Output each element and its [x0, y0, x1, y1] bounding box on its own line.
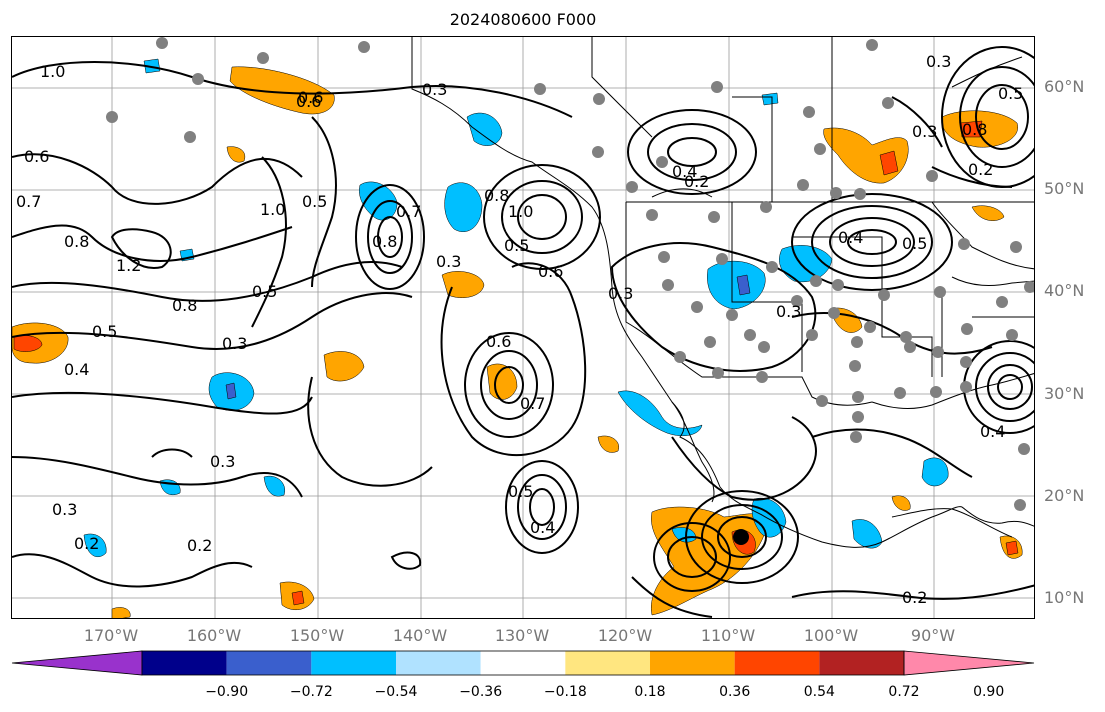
contour-label: 0.3: [926, 52, 951, 71]
shaded-regions: [12, 58, 1023, 618]
colorbar-tick-label: −0.36: [459, 684, 503, 700]
colorbar-segment: [311, 651, 396, 675]
contour-label: 0.3: [210, 452, 235, 471]
contour-label: 0.5: [998, 84, 1023, 103]
colorbar-segment: [819, 651, 904, 675]
contour-label: 0.2: [74, 534, 99, 553]
contour-label: 0.3: [776, 302, 801, 321]
contour-label: 0.5: [302, 192, 327, 211]
contour-label: 0.6: [298, 88, 323, 107]
contour-lines: [12, 46, 1034, 618]
contour-label: 0.2: [684, 172, 709, 191]
contour-label: 1.0: [508, 202, 533, 221]
map-panel: 1.0 0.6 0.7 0.8 1.2 0.8 0.5 0.4 0.3 0.5 …: [11, 36, 1035, 619]
contour-label: 0.8: [64, 232, 89, 251]
contour-label: 0.6: [24, 147, 49, 166]
contour-label: 0.5: [252, 282, 277, 301]
contour-value-labels: 1.0 0.6 0.7 0.8 1.2 0.8 0.5 0.4 0.3 0.5 …: [16, 52, 1023, 607]
contour-label: 0.8: [484, 186, 509, 205]
contour-label: 0.3: [222, 334, 247, 353]
colorbar-outline: [141, 650, 905, 676]
colorbar-segment: [142, 651, 227, 675]
contour-label: 0.4: [64, 360, 89, 379]
lat-label-60n: 60°N: [1044, 77, 1085, 96]
lat-label-10n: 10°N: [1044, 588, 1085, 607]
lat-label-50n: 50°N: [1044, 179, 1085, 198]
contour-label: 0.6: [486, 332, 511, 351]
contour-label: 0.5: [902, 234, 927, 253]
lat-label-20n: 20°N: [1044, 486, 1085, 505]
lon-label-100w: 100°W: [803, 626, 859, 645]
colorbar-segment: [903, 650, 1035, 676]
contour-label: 0.2: [968, 160, 993, 179]
colorbar: [11, 650, 1035, 676]
contour-label: 1.0: [260, 200, 285, 219]
contour-label: 0.3: [422, 80, 447, 99]
contour-label: 0.8: [372, 232, 397, 251]
contour-label: 0.4: [838, 228, 863, 247]
colorbar-segment: [480, 651, 566, 675]
contour-label: 0.5: [92, 322, 117, 341]
contour-label: 1.0: [40, 62, 65, 81]
contour-label: 0.2: [187, 536, 212, 555]
contour-label: 0.3: [436, 252, 461, 271]
map-title: 2024080600 F000: [449, 10, 597, 29]
contour-label: 0.5: [508, 482, 533, 501]
contour-label: 0.6: [296, 92, 321, 111]
contour-label: 0.2: [902, 588, 927, 607]
colorbar-tick-label: −0.90: [205, 684, 249, 700]
contour-label: 0.5: [504, 236, 529, 255]
colorbar-segment: [226, 651, 312, 675]
colorbar-segment: [11, 650, 143, 676]
lon-label-120w: 120°W: [597, 626, 653, 645]
lon-label-170w: 170°W: [83, 626, 139, 645]
contour-label: 0.7: [16, 192, 41, 211]
lat-label-40n: 40°N: [1044, 281, 1085, 300]
contour-label: 1.2: [116, 256, 141, 275]
lon-label-140w: 140°W: [392, 626, 448, 645]
contour-label: 0.4: [672, 162, 697, 181]
colorbar-tick-label: 0.54: [803, 684, 835, 700]
colorbar-segment: [396, 651, 481, 675]
colorbar-tick-label: 0.18: [634, 684, 666, 700]
contour-label: 0.7: [396, 202, 421, 221]
station-markers: [106, 37, 1034, 511]
contour-label: 0.3: [608, 284, 633, 303]
lon-label-90w: 90°W: [910, 626, 956, 645]
lon-label-150w: 150°W: [289, 626, 345, 645]
colorbar-segment: [565, 651, 650, 675]
contour-label: 0.7: [520, 394, 545, 413]
contour-label: 0.8: [172, 296, 197, 315]
colorbar-segment: [734, 651, 820, 675]
lon-label-110w: 110°W: [700, 626, 756, 645]
colorbar-tick-label: 0.90: [973, 684, 1005, 700]
contour-label: 0.4: [530, 518, 555, 537]
contour-label: 0.6: [538, 262, 563, 281]
contour-label: 0.3: [52, 500, 77, 519]
colorbar-tick-label: −0.18: [543, 684, 587, 700]
colorbar-tick-label: 0.36: [719, 684, 751, 700]
contour-label: 0.4: [980, 422, 1005, 441]
colorbar-tick-label: 0.72: [888, 684, 920, 700]
low-center-marker: [733, 529, 749, 545]
lon-label-160w: 160°W: [186, 626, 242, 645]
contour-label: 0.3: [912, 122, 937, 141]
colorbar-segment: [650, 651, 735, 675]
colorbar-tick-label: −0.54: [374, 684, 418, 700]
colorbar-tick-label: −0.72: [289, 684, 333, 700]
lon-label-130w: 130°W: [494, 626, 550, 645]
map-svg: 1.0 0.6 0.7 0.8 1.2 0.8 0.5 0.4 0.3 0.5 …: [12, 37, 1034, 618]
contour-label: 0.8: [962, 120, 987, 139]
colorbar-segments: [11, 650, 1035, 676]
lat-label-30n: 30°N: [1044, 384, 1085, 403]
